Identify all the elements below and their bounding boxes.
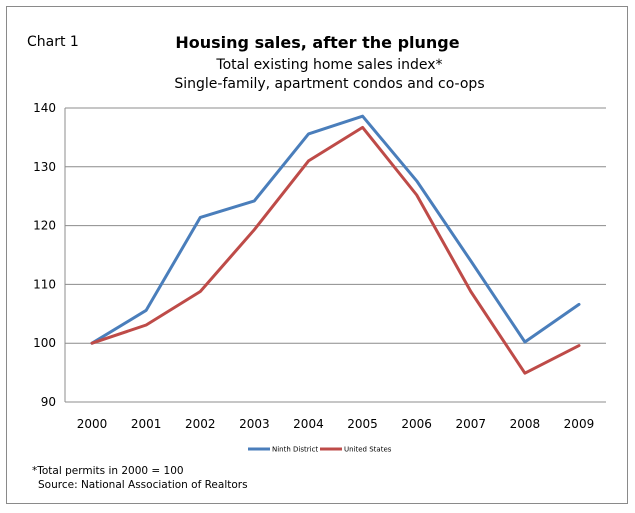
x-tick-label: 2002 — [185, 417, 216, 431]
chart-subtitle-1: Total existing home sales index* — [216, 57, 443, 73]
legend: Ninth District United States — [248, 446, 392, 454]
legend-label: United States — [344, 446, 392, 454]
y-tick-label: 100 — [33, 336, 56, 350]
y-tick-label: 120 — [33, 219, 56, 233]
y-tick-label: 90 — [41, 395, 56, 409]
x-tick-label: 2001 — [131, 417, 162, 431]
chart-frame — [6, 6, 628, 504]
x-tick-label: 2005 — [347, 417, 378, 431]
x-tick-label: 2009 — [564, 417, 595, 431]
chart-number-label: Chart 1 — [27, 34, 79, 50]
x-tick-label: 2006 — [401, 417, 432, 431]
y-axis-ticks: 90 100 110 120 130 140 — [33, 101, 56, 409]
chart-subtitle-2: Single-family, apartment condos and co-o… — [174, 76, 485, 92]
x-tick-label: 2000 — [77, 417, 108, 431]
y-tick-label: 140 — [33, 101, 56, 115]
x-tick-label: 2008 — [510, 417, 541, 431]
series-line-united-states — [90, 125, 581, 375]
x-axis-ticks: 2000 2001 2002 2003 2004 2005 2006 2007 2008 2009 — [77, 417, 594, 431]
y-tick-label: 130 — [33, 160, 56, 174]
chart-title: Housing sales, after the plunge — [175, 33, 460, 52]
x-tick-label: 2004 — [293, 417, 324, 431]
x-tick-label: 2007 — [455, 417, 486, 431]
gridlines — [64, 107, 606, 403]
footnote: *Total permits in 2000 = 100 — [32, 465, 184, 477]
series-lines — [90, 114, 581, 375]
legend-label: Ninth District — [272, 446, 318, 454]
x-tick-label: 2003 — [239, 417, 270, 431]
series-line-ninth-district — [90, 114, 581, 345]
y-tick-label: 110 — [33, 277, 56, 291]
source-note: Source: National Association of Realtors — [38, 479, 248, 491]
